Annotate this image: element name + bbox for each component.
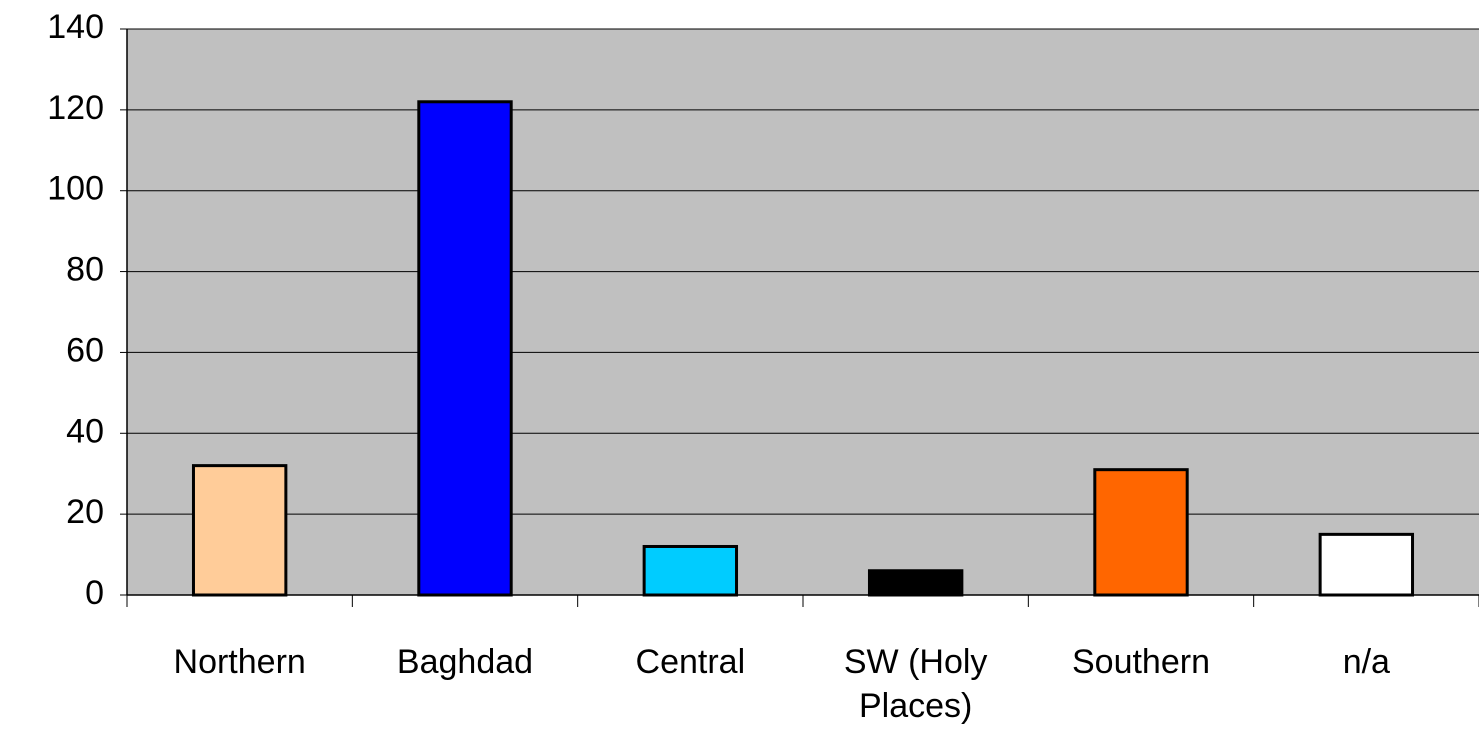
bar [642,544,739,597]
y-tick-label: 20 [66,493,104,531]
x-tick-label: n/a [1342,643,1390,681]
bar [191,464,288,597]
bar [867,569,964,597]
y-tick-label: 120 [47,89,104,127]
x-tick-label: Central [635,643,746,681]
x-tick-label: Northern [173,643,306,681]
y-tick-label: 40 [66,412,104,450]
y-tick-label: 0 [85,574,104,612]
plot-area [127,29,1479,595]
x-tick-label: Southern [1071,643,1210,681]
y-tick-label: 100 [47,170,104,208]
y-tick-label: 60 [66,331,104,369]
bar [1318,532,1415,597]
bar [1093,468,1189,597]
y-tick-label: 140 [47,8,104,46]
bar [417,100,513,597]
x-tick-label: SW (Holy Places) [843,643,988,725]
y-tick-label: 80 [66,251,104,289]
x-tick-label: Baghdad [396,643,534,681]
